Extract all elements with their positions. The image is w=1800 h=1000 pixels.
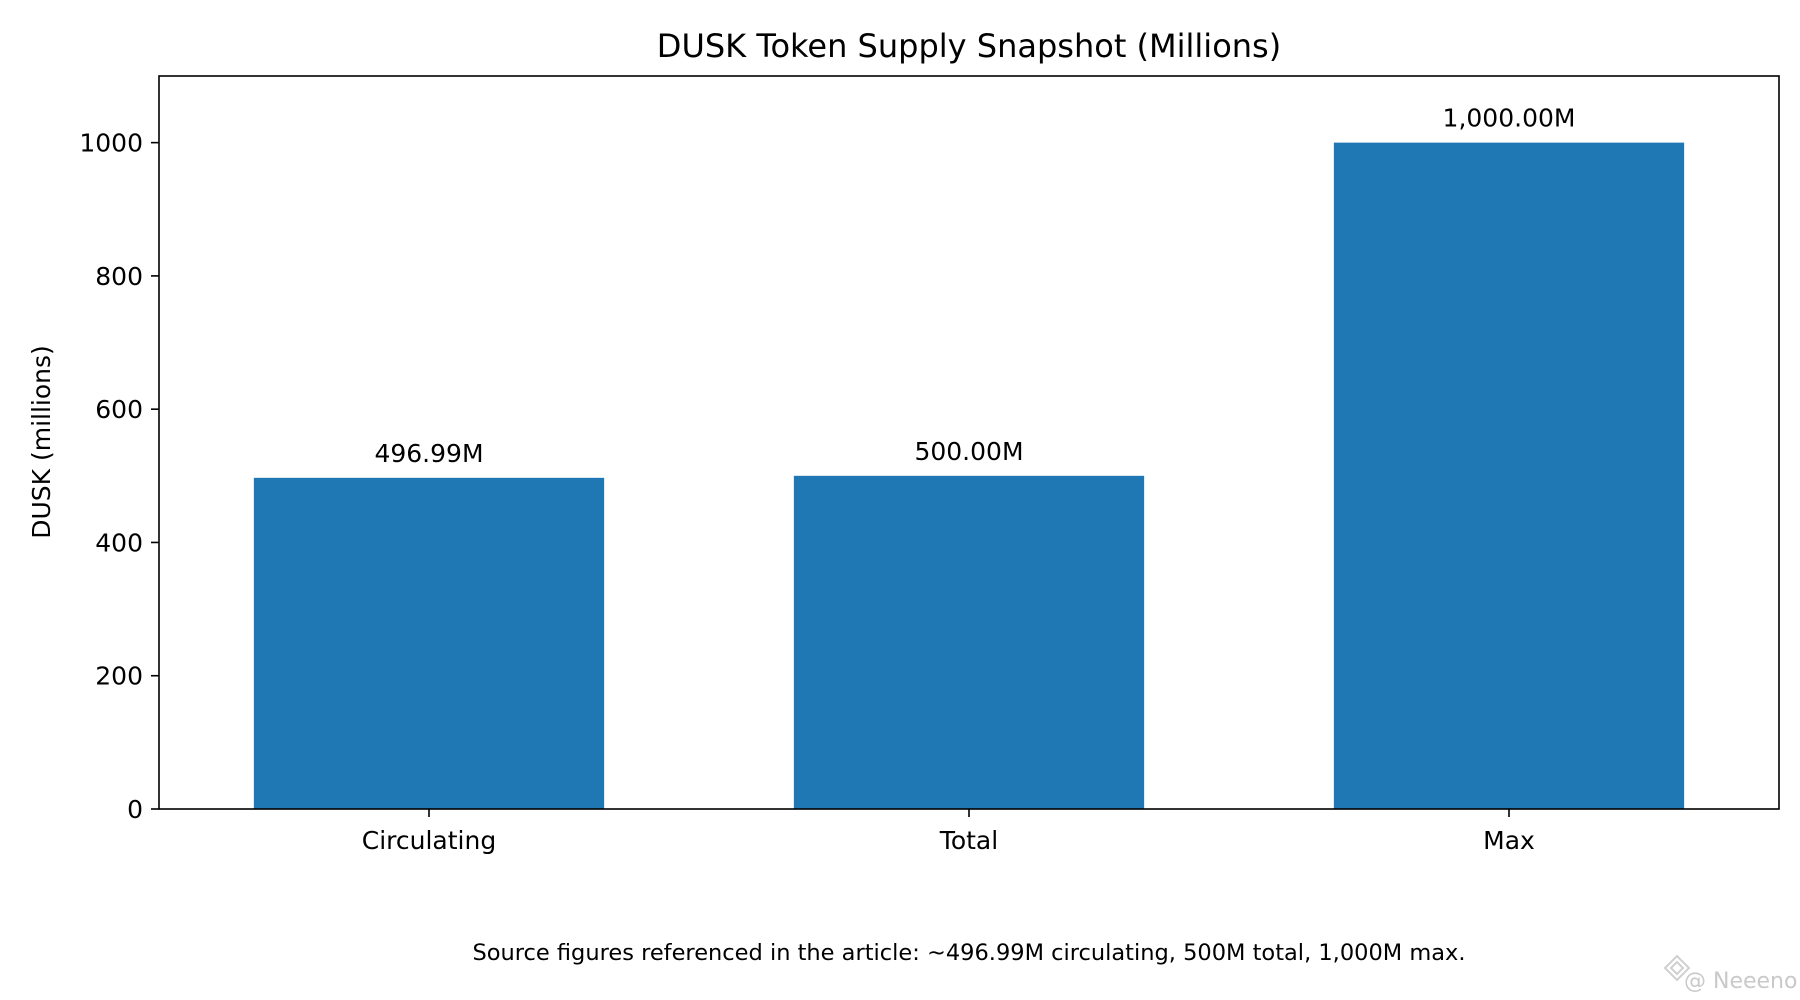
- data-label-max: 1,000.00M: [1443, 104, 1576, 133]
- y-tick-label: 1000: [79, 129, 143, 158]
- y-axis-ticks: 0 200 400 600 800 1000: [79, 129, 159, 824]
- watermark-text: @ Neeeno: [1684, 969, 1797, 994]
- x-axis-ticks: Circulating Total Max: [362, 809, 1535, 855]
- plot-frame: [158, 75, 1780, 810]
- bar-circulating: [253, 477, 605, 809]
- y-axis-label: DUSK (millions): [27, 345, 56, 539]
- y-tick-label: 0: [127, 795, 143, 824]
- data-label-circulating: 496.99M: [374, 439, 483, 468]
- diamond-logo-icon: [1663, 954, 1691, 982]
- footnote: Source figures referenced in the article…: [472, 940, 1465, 966]
- x-tick-label: Total: [939, 826, 998, 855]
- y-tick-label: 200: [95, 662, 143, 691]
- chart-title: DUSK Token Supply Snapshot (Millions): [657, 27, 1281, 65]
- y-tick-label: 800: [95, 262, 143, 291]
- watermark: @ Neeeno: [1663, 954, 1797, 994]
- data-label-total: 500.00M: [914, 437, 1023, 466]
- x-tick-label: Circulating: [362, 826, 496, 855]
- y-tick-label: 600: [95, 395, 143, 424]
- bars-group: 496.99M 500.00M 1,000.00M: [253, 104, 1685, 810]
- bar-total: [793, 475, 1145, 809]
- y-tick-label: 400: [95, 528, 143, 557]
- x-tick-label: Max: [1483, 826, 1535, 855]
- bar-max: [1333, 142, 1685, 810]
